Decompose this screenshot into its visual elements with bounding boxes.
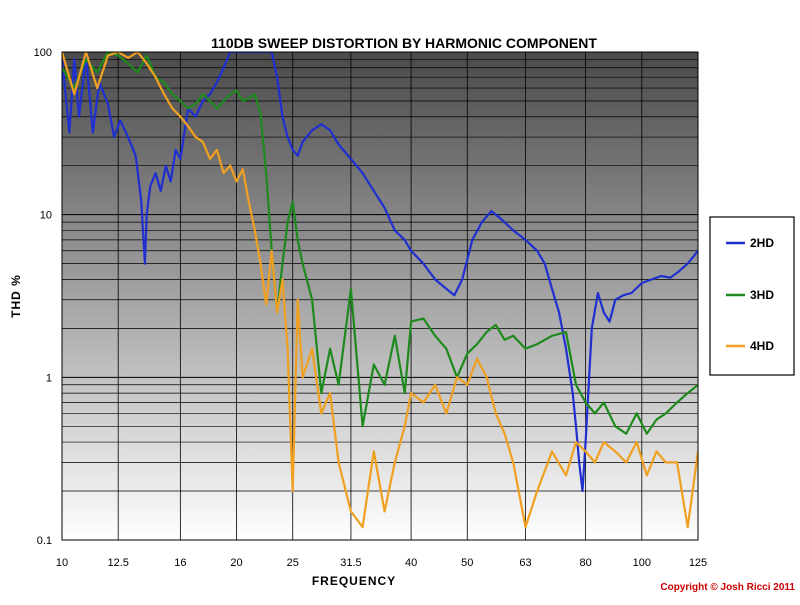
x-axis-title: FREQUENCY	[312, 574, 396, 588]
grid-lines	[62, 52, 698, 540]
legend: 2HD 3HD 4HD	[709, 216, 795, 376]
chart-title: 110DB SWEEP DISTORTION BY HARMONIC COMPO…	[211, 35, 597, 51]
x-tick-label: 80	[579, 557, 591, 569]
y-tick-label: 0.1	[37, 535, 52, 547]
x-tick-label: 12.5	[107, 557, 128, 569]
y-axis-ticks: 0.1 1 10 100	[34, 47, 52, 547]
x-axis-ticks: 10 12.5 16 20 25 31.5 40 50 63 80 100 125	[56, 557, 707, 569]
x-tick-label: 25	[287, 557, 299, 569]
x-tick-label: 10	[56, 557, 68, 569]
x-tick-label: 63	[519, 557, 531, 569]
plot-background	[62, 52, 698, 540]
x-tick-label: 20	[230, 557, 242, 569]
legend-label-2hd: 2HD	[750, 236, 774, 250]
x-tick-label: 31.5	[340, 557, 361, 569]
legend-label-4hd: 4HD	[750, 339, 774, 353]
x-tick-label: 40	[405, 557, 417, 569]
series-lines	[62, 52, 698, 529]
x-tick-label: 16	[174, 557, 186, 569]
x-tick-label: 125	[689, 557, 707, 569]
y-axis-title: THD %	[9, 274, 23, 318]
x-tick-label: 50	[461, 557, 473, 569]
series-line-2hd	[62, 52, 698, 493]
y-tick-label: 1	[46, 372, 52, 384]
series-line-4hd	[62, 52, 698, 529]
x-tick-label: 100	[633, 557, 651, 569]
y-tick-label: 100	[34, 47, 52, 59]
plot-border	[61, 51, 699, 541]
series-line-3hd	[62, 52, 698, 435]
legend-box	[709, 216, 795, 376]
legend-label-3hd: 3HD	[750, 288, 774, 302]
y-tick-label: 10	[40, 210, 52, 222]
copyright-text: Copyright © Josh Ricci 2011	[660, 582, 795, 593]
